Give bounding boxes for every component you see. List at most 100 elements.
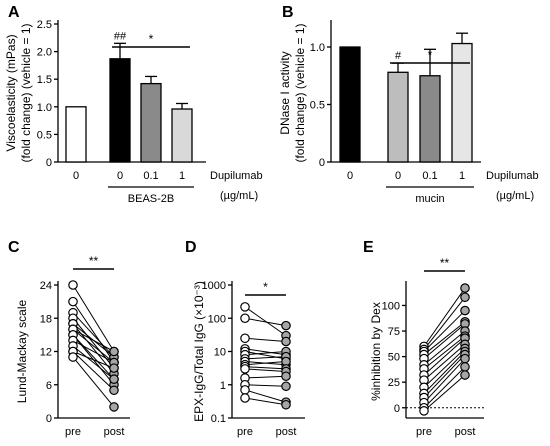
bar-annotation: # <box>395 50 402 62</box>
pair-line <box>244 397 287 406</box>
pair-line <box>423 321 466 355</box>
pair-line <box>72 317 115 369</box>
pair-line <box>72 328 115 363</box>
point-post <box>281 381 291 392</box>
y-tick-label: 2.5 <box>37 19 52 31</box>
point-post <box>109 374 119 385</box>
bar <box>171 108 193 163</box>
pair-line <box>423 310 466 352</box>
y-tick-label: 1000 <box>202 280 226 292</box>
y-tick-label: 50 <box>388 352 400 364</box>
point-pre <box>419 406 429 416</box>
y-tick-label: 6 <box>46 380 52 392</box>
x-tick-label: post <box>276 426 297 438</box>
y-tick-label: 0 <box>394 403 400 415</box>
pair-line <box>244 337 287 342</box>
y-axis-label: (fold change) (vehicle = 1) <box>293 23 307 162</box>
point-post <box>460 283 470 293</box>
pair-line <box>423 287 466 347</box>
y-axis-label: %inhibition by Dex <box>369 302 383 401</box>
bar <box>140 82 162 163</box>
point-post <box>460 292 470 303</box>
point-post <box>109 402 119 412</box>
y-tick-label: 0.5 <box>310 100 325 112</box>
y-axis-label: (fold change) (vehicle = 1) <box>19 23 33 162</box>
y-tick-label: 0.5 <box>37 129 52 141</box>
y-tick-label: 12 <box>40 347 52 359</box>
pair-line <box>244 356 287 360</box>
significance-marker: ** <box>89 254 99 268</box>
y-tick-label: 10 <box>214 347 226 359</box>
point-pre <box>68 352 78 362</box>
x-tick-label: 0 <box>395 170 401 182</box>
y-tick-label: 100 <box>382 300 400 312</box>
x-tick-label: 1 <box>179 170 185 182</box>
point-pre <box>240 385 250 395</box>
bar <box>387 71 409 163</box>
pair-line <box>72 328 115 352</box>
pair-line <box>72 351 115 391</box>
point-post <box>109 363 119 373</box>
point-post <box>281 320 291 331</box>
point-post <box>109 346 119 357</box>
treatment-label: Dupilumab <box>486 170 539 182</box>
point-post <box>281 371 291 382</box>
point-pre <box>240 313 250 324</box>
pair-line <box>244 375 287 379</box>
bar <box>339 46 361 163</box>
pair-line <box>72 284 115 352</box>
pair-line <box>244 348 287 356</box>
point-post <box>281 336 291 347</box>
y-tick-label: 1.0 <box>310 42 325 54</box>
point-post <box>109 385 119 396</box>
point-pre <box>68 280 78 290</box>
significance-marker: * <box>428 48 433 62</box>
x-tick-label: pre <box>237 426 253 438</box>
pair-line <box>423 330 466 366</box>
pair-line <box>423 343 466 381</box>
pair-line <box>423 366 466 409</box>
x-tick-label: 1 <box>459 170 465 182</box>
y-tick-label: 18 <box>40 313 52 325</box>
y-axis-label: DNase I activity <box>278 51 292 134</box>
treatment-unit: (µg/mL) <box>496 190 534 202</box>
y-tick-label: 0 <box>46 157 52 169</box>
point-post <box>460 370 470 380</box>
x-tick-label: 0 <box>73 170 79 182</box>
y-tick-label: 24 <box>40 280 52 292</box>
y-axis-label: Viscoelasticity (mPas) <box>4 34 18 151</box>
pair-line <box>423 348 466 388</box>
panel-label-E: E <box>363 239 374 256</box>
group-label: BEAS-2B <box>128 193 174 205</box>
point-pre <box>240 302 250 312</box>
x-tick-label: pre <box>65 426 81 438</box>
x-tick-label: 0.1 <box>422 170 437 182</box>
pair-line <box>423 296 466 350</box>
pair-line <box>244 351 287 356</box>
pair-line <box>423 374 466 412</box>
y-tick-label: 1.0 <box>37 102 52 114</box>
point-post <box>460 305 470 316</box>
pair-line <box>423 354 466 398</box>
pair-line <box>244 389 287 403</box>
point-pre <box>240 393 250 403</box>
pair-line <box>72 345 115 380</box>
pair-line <box>244 384 287 387</box>
pair-line <box>72 339 115 364</box>
treatment-label: Dupilumab <box>210 170 263 182</box>
point-post <box>281 399 291 410</box>
point-post <box>460 362 470 372</box>
panel-label-A: A <box>8 4 20 21</box>
pair-line <box>72 312 115 358</box>
y-tick-label: 0.1 <box>211 413 226 425</box>
x-tick-label: pre <box>416 426 432 438</box>
pair-line <box>244 351 287 360</box>
panel-label-D: D <box>185 239 197 256</box>
significance-marker: * <box>149 32 154 46</box>
pair-line <box>423 351 466 394</box>
pair-line <box>423 323 466 360</box>
bar <box>451 42 473 163</box>
pair-line <box>423 358 466 403</box>
pair-line <box>72 334 115 380</box>
